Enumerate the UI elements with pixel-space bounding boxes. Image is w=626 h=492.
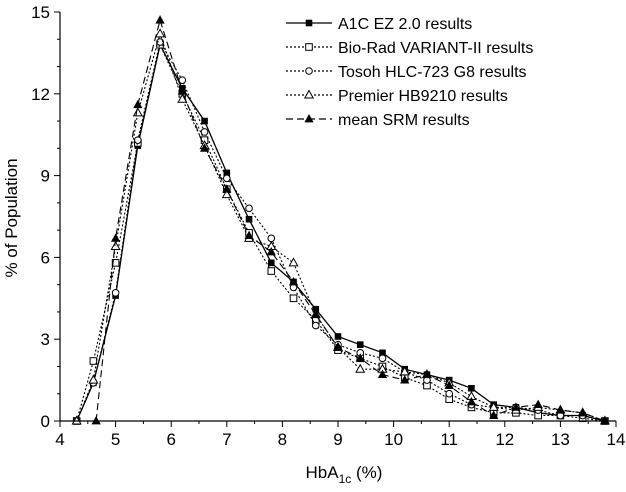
data-point [156,38,164,46]
data-point [221,189,232,199]
legend-marker [305,19,313,27]
x-tick-label: 4 [55,430,64,449]
data-point [399,366,410,376]
data-point [155,15,165,24]
y-tick-label: 9 [41,167,50,186]
data-point [223,169,231,177]
legend-marker [303,89,315,99]
data-point [289,294,298,303]
data-point [600,416,610,425]
y-tick-label: 6 [41,248,50,267]
data-point [311,321,320,330]
axes: 4 5 6 7 8 9 10 11 12 13 14 0 3 6 9 12 15 [31,3,625,449]
data-point [288,276,299,286]
data-point [444,380,454,389]
data-point [355,353,365,362]
data-point [267,259,275,267]
data-point [377,369,388,379]
x-tick-label: 5 [111,430,120,449]
data-point [288,257,299,267]
data-point [111,289,120,297]
data-point [111,259,120,267]
data-point [245,215,253,223]
data-point [245,204,253,213]
series-5 [91,15,610,425]
x-tick-label: 13 [551,430,570,449]
data-point [267,267,276,275]
legend-label: Premier HB9210 results [338,88,508,105]
x-tick-label: 6 [166,430,175,449]
data-point [177,86,187,95]
legend-label: A1C EZ 2.0 results [338,16,472,33]
y-axis-title: % of Population [2,158,21,277]
data-point [355,363,366,373]
data-point [555,405,565,414]
data-point [379,349,386,357]
data-point [400,375,410,384]
data-point [266,246,276,256]
series-line [95,18,606,422]
data-point [223,174,231,183]
data-point [378,354,387,363]
y-tick-label: 15 [31,3,50,22]
x-tick-label: 9 [333,430,342,449]
y-tick-label: 0 [41,412,50,431]
data-point [91,416,101,425]
data-point [445,389,454,398]
x-tick-label: 14 [607,430,626,449]
x-axis-title: HbA1c (%) [306,463,383,486]
data-point [334,333,342,340]
data-point [468,384,475,392]
series-group [71,15,610,425]
data-point [133,99,143,109]
data-point [199,143,210,152]
data-point [155,28,166,38]
data-point [134,136,142,144]
x-tick-label: 11 [440,430,458,449]
data-point [489,410,499,419]
data-point [488,401,499,411]
y-tick-label: 3 [41,330,50,349]
data-point [222,184,232,193]
data-point [71,415,82,425]
x-tick-label: 8 [278,430,287,449]
data-point [132,107,143,117]
data-point [200,128,209,136]
legend-label: Tosoh HLC-723 G8 results [338,64,527,81]
legend: A1C EZ 2.0 results Bio-Rad VARIANT-II res… [286,16,533,129]
legend-marker [304,114,314,123]
legend-label: mean SRM results [338,112,470,129]
data-point [333,342,343,351]
x-tick-label: 12 [495,430,514,449]
data-point [110,240,121,250]
data-point [422,369,432,379]
data-point [578,407,588,417]
data-point [201,117,208,125]
y-tick-label: 12 [31,85,50,104]
data-point [511,402,521,411]
legend-marker [305,67,313,75]
data-point [111,233,121,242]
data-point [178,76,187,84]
data-point [356,341,364,348]
data-point [311,309,321,319]
data-point [244,230,254,239]
data-point [88,374,99,384]
x-tick-label: 10 [384,430,403,449]
data-point [267,234,276,243]
legend-label: Bio-Rad VARIANT-II results [338,40,533,57]
data-point [466,396,477,406]
data-point [177,93,188,103]
legend-marker [305,43,313,51]
x-tick-label: 7 [222,430,231,449]
data-point [533,399,543,409]
data-point [89,357,98,365]
